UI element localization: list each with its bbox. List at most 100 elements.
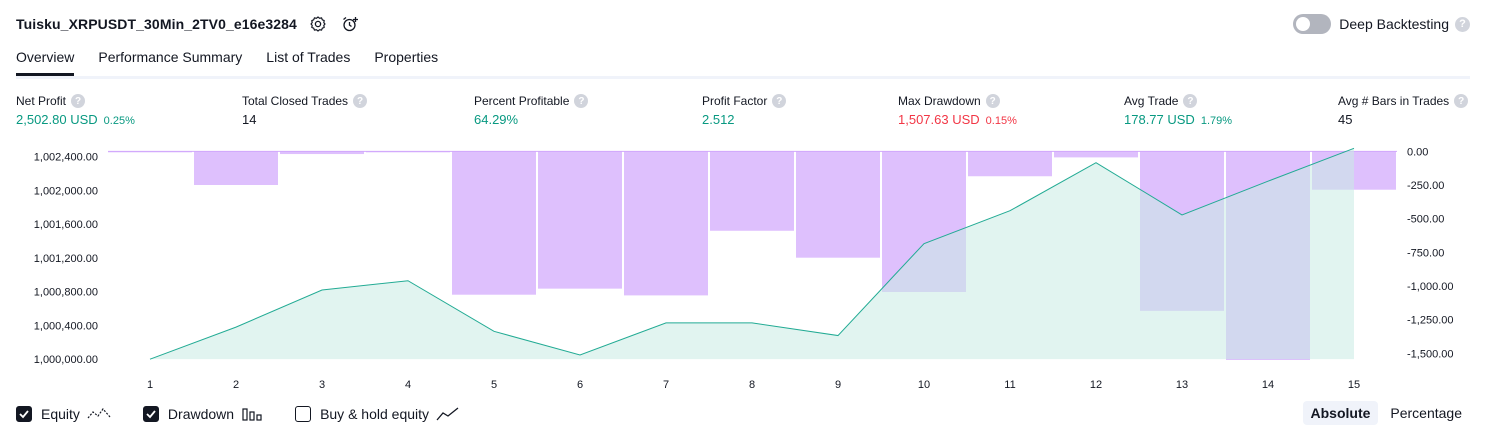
metric-label: Max Drawdown bbox=[898, 94, 981, 108]
help-icon[interactable]: ? bbox=[71, 94, 86, 108]
right-axis-tick-label: 0.00 bbox=[1407, 146, 1428, 158]
metric-percent: 1.79% bbox=[1200, 115, 1233, 127]
deep-backtesting-toggle[interactable] bbox=[1293, 14, 1332, 34]
equity-label: Equity bbox=[41, 406, 80, 422]
metric-label: Percent Profitable bbox=[474, 94, 570, 108]
deep-backtesting: Deep Backtesting ? bbox=[1293, 12, 1470, 36]
right-axis-tick-label: -1,250.00 bbox=[1407, 315, 1453, 327]
metric-percent: 0.15% bbox=[985, 115, 1017, 127]
metric-value: 2.512 bbox=[702, 112, 735, 127]
left-axis-tick-label: 1,000,400.00 bbox=[34, 320, 98, 332]
buy-hold-checkbox[interactable] bbox=[295, 406, 312, 422]
metric-value: 64.29% bbox=[474, 112, 519, 127]
x-axis-tick-label: 9 bbox=[835, 379, 841, 391]
percentage-button[interactable]: Percentage bbox=[1390, 405, 1462, 421]
strategy-name: Tuisku_XRPUSDT_30Min_2TV0_e16e3284 bbox=[16, 16, 297, 32]
help-icon[interactable]: ? bbox=[1183, 94, 1198, 108]
tab-list-of-trades[interactable]: List of Trades bbox=[266, 49, 351, 65]
metric-avg-bars: Avg # Bars in Trades? 45 bbox=[1338, 92, 1469, 127]
tab-overview[interactable]: Overview bbox=[16, 44, 75, 76]
legend-drawdown[interactable]: Drawdown bbox=[142, 406, 263, 422]
help-icon[interactable]: ? bbox=[1455, 16, 1470, 32]
x-axis-tick-label: 5 bbox=[491, 379, 497, 391]
x-axis-tick-label: 15 bbox=[1348, 379, 1360, 391]
strategy-header: Tuisku_XRPUSDT_30Min_2TV0_e16e3284 bbox=[16, 12, 361, 36]
value-mode-switch: Absolute Percentage bbox=[1299, 401, 1471, 425]
left-axis-tick-label: 1,000,000.00 bbox=[34, 354, 98, 366]
help-icon[interactable]: ? bbox=[1454, 94, 1469, 108]
tab-properties[interactable]: Properties bbox=[374, 49, 439, 65]
x-axis-tick-label: 11 bbox=[1004, 379, 1015, 391]
drawdown-bar bbox=[194, 151, 278, 185]
right-axis-tick-label: -750.00 bbox=[1407, 247, 1444, 259]
metrics-row: Net Profit? 2,502.80 USD 0.25% Total Clos… bbox=[0, 92, 1486, 132]
help-icon[interactable]: ? bbox=[574, 94, 589, 108]
metric-total-closed-trades: Total Closed Trades? 14 bbox=[242, 92, 368, 127]
left-axis-tick-label: 1,002,000.00 bbox=[34, 185, 98, 197]
drawdown-bar bbox=[624, 151, 708, 296]
metric-value: 2,502.80 USD bbox=[16, 112, 98, 127]
drawdown-bar bbox=[1054, 151, 1138, 158]
left-axis-tick-label: 1,000,800.00 bbox=[34, 287, 98, 299]
drawdown-bar bbox=[710, 151, 794, 231]
drawdown-bar bbox=[538, 151, 622, 289]
drawdown-bar bbox=[280, 151, 364, 155]
drawdown-bar bbox=[968, 151, 1052, 177]
drawdown-bar bbox=[108, 151, 192, 153]
help-icon[interactable]: ? bbox=[772, 94, 787, 108]
absolute-button[interactable]: Absolute bbox=[1302, 401, 1379, 425]
metric-value: 178.77 USD bbox=[1124, 112, 1195, 127]
x-axis-tick-label: 8 bbox=[749, 379, 755, 391]
toggle-knob bbox=[1296, 17, 1311, 31]
drawdown-label: Drawdown bbox=[167, 406, 235, 422]
x-axis-tick-label: 3 bbox=[319, 379, 325, 391]
left-axis-tick-label: 1,001,200.00 bbox=[34, 253, 98, 265]
x-axis-tick-label: 6 bbox=[577, 379, 583, 391]
legend-buy-hold[interactable]: Buy & hold equity bbox=[295, 406, 460, 422]
x-axis-tick-label: 12 bbox=[1090, 379, 1102, 391]
x-axis-tick-label: 7 bbox=[663, 379, 669, 391]
x-axis-tick-label: 2 bbox=[233, 379, 239, 391]
drawdown-bars-icon bbox=[241, 406, 263, 422]
metric-label: Profit Factor bbox=[702, 94, 768, 108]
equity-line bbox=[149, 147, 1355, 360]
metric-label: Total Closed Trades bbox=[242, 94, 349, 108]
drawdown-bar bbox=[452, 151, 536, 295]
left-axis-tick-label: 1,002,400.00 bbox=[34, 152, 98, 164]
equity-line-icon bbox=[87, 406, 111, 422]
tab-bar: Overview Performance Summary List of Tra… bbox=[16, 44, 1470, 79]
metric-label: Avg # Bars in Trades bbox=[1338, 94, 1450, 108]
metric-percent: 0.25% bbox=[103, 115, 135, 127]
drawdown-bar bbox=[366, 151, 450, 153]
x-axis-tick-label: 13 bbox=[1176, 379, 1188, 391]
buy-hold-line-icon bbox=[436, 406, 460, 422]
metric-profit-factor: Profit Factor? 2.512 bbox=[702, 92, 787, 127]
x-axis-tick-label: 10 bbox=[918, 379, 930, 391]
legend-equity[interactable]: Equity bbox=[16, 406, 111, 422]
settings-icon[interactable] bbox=[307, 13, 329, 35]
add-alert-icon[interactable] bbox=[339, 13, 361, 35]
metric-avg-trade: Avg Trade? 178.77 USD 1.79% bbox=[1124, 92, 1232, 127]
chart-legend: Equity Drawdown Buy & hold equity bbox=[16, 403, 492, 425]
x-axis-tick-label: 4 bbox=[405, 379, 411, 391]
drawdown-checkbox[interactable] bbox=[142, 406, 159, 422]
metric-value: 1,507.63 USD bbox=[898, 112, 980, 127]
help-icon[interactable]: ? bbox=[353, 94, 368, 108]
deep-backtesting-label: Deep Backtesting bbox=[1339, 16, 1449, 32]
right-axis-tick-label: -1,000.00 bbox=[1407, 281, 1453, 293]
drawdown-bar bbox=[796, 151, 880, 258]
equity-checkbox[interactable] bbox=[16, 406, 32, 422]
left-axis-tick-label: 1,001,600.00 bbox=[34, 219, 98, 231]
metric-net-profit: Net Profit? 2,502.80 USD 0.25% bbox=[16, 92, 135, 127]
metric-value: 45 bbox=[1338, 112, 1353, 127]
metric-percent-profitable: Percent Profitable? 64.29% bbox=[474, 92, 589, 127]
metric-value: 14 bbox=[242, 112, 257, 127]
equity-drawdown-chart[interactable]: 1,000,000.00 1,000,400.00 1,000,800.00 1,00… bbox=[0, 140, 1486, 395]
help-icon[interactable]: ? bbox=[985, 94, 1000, 108]
metric-label: Net Profit bbox=[16, 94, 67, 108]
buy-hold-label: Buy & hold equity bbox=[320, 406, 430, 422]
right-axis-tick-label: -1,500.00 bbox=[1407, 348, 1453, 360]
tab-performance-summary[interactable]: Performance Summary bbox=[98, 49, 243, 65]
x-axis-tick-label: 1 bbox=[147, 379, 153, 391]
metric-label: Avg Trade bbox=[1124, 94, 1179, 108]
